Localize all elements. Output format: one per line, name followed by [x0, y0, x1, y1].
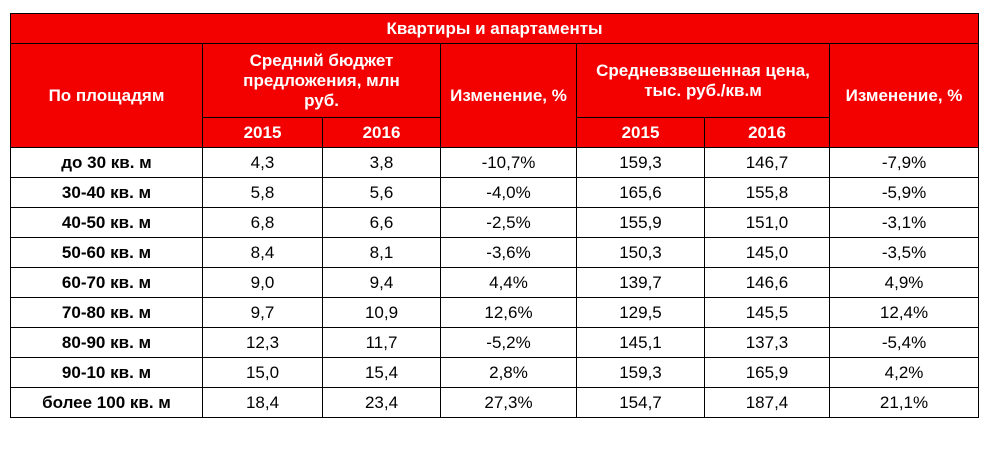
price-2015-cell: 155,9	[576, 207, 705, 238]
area-label: 60-70 кв. м	[10, 267, 203, 298]
header-budget-2015: 2015	[202, 117, 323, 148]
header-avg-price: Средневзвешенная цена, тыс. руб./кв.м	[576, 43, 830, 118]
price-change-cell: -5,9%	[828, 177, 980, 208]
budget-2016-cell: 8,1	[322, 237, 441, 268]
price-2015-cell: 159,3	[576, 147, 705, 178]
area-label: 80-90 кв. м	[10, 327, 203, 358]
area-label: 30-40 кв. м	[10, 177, 203, 208]
budget-2016-cell: 23,4	[322, 387, 441, 418]
budget-2016-cell: 11,7	[322, 327, 441, 358]
table-row: 60-70 кв. м 9,0 9,4 4,4% 139,7 146,6 4,9…	[10, 267, 980, 298]
header-price-2015: 2015	[576, 117, 705, 148]
price-2016-cell: 187,4	[704, 387, 830, 418]
price-change-cell: -7,9%	[828, 147, 980, 178]
budget-2015-cell: 12,3	[202, 327, 323, 358]
price-2016-cell: 146,6	[704, 267, 830, 298]
group-header-row: По площадям Средний бюджет предложения, …	[10, 43, 980, 148]
table-row: 90-10 кв. м 15,0 15,4 2,8% 159,3 165,9 4…	[10, 357, 980, 388]
budget-2015-cell: 8,4	[202, 237, 323, 268]
budget-2016-cell: 10,9	[322, 297, 441, 328]
budget-change-cell: -10,7%	[440, 147, 577, 178]
budget-2015-cell: 6,8	[202, 207, 323, 238]
budget-2016-cell: 3,8	[322, 147, 441, 178]
price-2015-cell: 159,3	[576, 357, 705, 388]
price-change-cell: 12,4%	[828, 297, 980, 328]
table-row: 30-40 кв. м 5,8 5,6 -4,0% 165,6 155,8 -5…	[10, 177, 980, 208]
area-label: 90-10 кв. м	[10, 357, 203, 388]
price-2015-cell: 154,7	[576, 387, 705, 418]
price-2016-cell: 145,5	[704, 297, 830, 328]
price-2015-cell: 129,5	[576, 297, 705, 328]
area-label: 70-80 кв. м	[10, 297, 203, 328]
price-change-cell: -5,4%	[828, 327, 980, 358]
price-2015-cell: 150,3	[576, 237, 705, 268]
table-row: 80-90 кв. м 12,3 11,7 -5,2% 145,1 137,3 …	[10, 327, 980, 358]
price-change-cell: 4,2%	[828, 357, 980, 388]
budget-2016-cell: 5,6	[322, 177, 441, 208]
table-row: более 100 кв. м 18,4 23,4 27,3% 154,7 18…	[10, 387, 980, 418]
area-label: 50-60 кв. м	[10, 237, 203, 268]
price-2016-cell: 151,0	[704, 207, 830, 238]
budget-change-cell: -2,5%	[440, 207, 577, 238]
year-header-row: 2015 2016 2015 2016	[11, 117, 979, 148]
budget-change-cell: 27,3%	[440, 387, 577, 418]
title-row: Квартиры и апартаменты	[9, 13, 980, 44]
budget-change-cell: -4,0%	[440, 177, 577, 208]
header-price-2016: 2016	[704, 117, 830, 148]
price-2015-cell: 139,7	[576, 267, 705, 298]
budget-2015-cell: 15,0	[202, 357, 323, 388]
area-label: более 100 кв. м	[10, 387, 203, 418]
table-row: 70-80 кв. м 9,7 10,9 12,6% 129,5 145,5 1…	[10, 297, 980, 328]
table-row: 50-60 кв. м 8,4 8,1 -3,6% 150,3 145,0 -3…	[10, 237, 980, 268]
budget-change-cell: 2,8%	[440, 357, 577, 388]
apartments-table: Квартиры и апартаменты По площадям Средн…	[9, 13, 980, 418]
price-2016-cell: 146,7	[704, 147, 830, 178]
price-change-cell: 4,9%	[828, 267, 980, 298]
price-2015-cell: 145,1	[576, 327, 705, 358]
budget-change-cell: -3,6%	[440, 237, 577, 268]
area-label: 40-50 кв. м	[10, 207, 203, 238]
budget-change-cell: 4,4%	[440, 267, 577, 298]
budget-2015-cell: 4,3	[202, 147, 323, 178]
budget-2016-cell: 9,4	[322, 267, 441, 298]
budget-2016-cell: 15,4	[322, 357, 441, 388]
price-2015-cell: 165,6	[576, 177, 705, 208]
budget-2016-cell: 6,6	[322, 207, 441, 238]
budget-2015-cell: 9,0	[202, 267, 323, 298]
price-change-cell: -3,1%	[828, 207, 980, 238]
budget-2015-cell: 5,8	[202, 177, 323, 208]
budget-change-cell: -5,2%	[440, 327, 577, 358]
area-label: до 30 кв. м	[10, 147, 203, 178]
table-row: 40-50 кв. м 6,8 6,6 -2,5% 155,9 151,0 -3…	[10, 207, 980, 238]
header-budget-2016: 2016	[322, 117, 441, 148]
price-change-cell: -3,5%	[828, 237, 980, 268]
header-avg-budget: Средний бюджет предложения, млн руб.	[202, 43, 441, 118]
price-2016-cell: 137,3	[704, 327, 830, 358]
price-2016-cell: 155,8	[704, 177, 830, 208]
budget-2015-cell: 9,7	[202, 297, 323, 328]
price-2016-cell: 145,0	[704, 237, 830, 268]
price-change-cell: 21,1%	[828, 387, 980, 418]
header-area: По площадям	[10, 43, 203, 148]
header-change-price: Изменение, %	[828, 43, 980, 148]
table-row: до 30 кв. м 4,3 3,8 -10,7% 159,3 146,7 -…	[10, 147, 980, 178]
table-title: Квартиры и апартаменты	[9, 13, 980, 44]
budget-change-cell: 12,6%	[440, 297, 577, 328]
price-2016-cell: 165,9	[704, 357, 830, 388]
table-body: до 30 кв. м 4,3 3,8 -10,7% 159,3 146,7 -…	[10, 147, 980, 418]
table-header: Квартиры и апартаменты По площадям Средн…	[9, 13, 980, 148]
budget-2015-cell: 18,4	[202, 387, 323, 418]
header-change-budget: Изменение, %	[440, 43, 577, 148]
